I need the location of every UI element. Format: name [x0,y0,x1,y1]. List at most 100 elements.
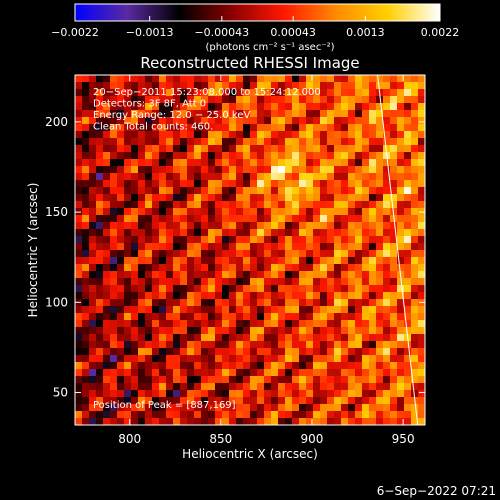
heatmap-cell [341,348,349,356]
heatmap-cell [110,138,118,146]
heatmap-cell [418,348,425,356]
heatmap-cell [404,117,412,125]
heatmap-cell [82,201,90,209]
heatmap-cell [82,236,90,244]
heatmap-cell [145,257,153,265]
heatmap-cell [285,257,293,265]
heatmap-cell [117,166,125,174]
heatmap-cell [145,201,153,209]
heatmap-cell [355,369,363,377]
heatmap-cell [264,348,272,356]
heatmap-cell [306,110,314,118]
heatmap-cell [166,173,174,181]
heatmap-cell [334,201,342,209]
heatmap-cell [418,152,425,160]
heatmap-cell [383,166,391,174]
heatmap-cell [292,278,300,286]
heatmap-cell [96,243,104,251]
heatmap-cell [320,236,328,244]
heatmap-cell [390,96,398,104]
heatmap-cell [82,117,90,125]
heatmap-cell [348,117,356,125]
heatmap-cell [355,201,363,209]
heatmap-cell [131,124,139,132]
heatmap-cell [75,285,83,293]
heatmap-cell [313,264,321,272]
heatmap-cell [411,103,419,111]
heatmap-cell [131,383,139,391]
heatmap-cell [166,124,174,132]
heatmap-cell [411,383,419,391]
heatmap-cell [103,110,111,118]
heatmap-cell [222,145,230,153]
heatmap-cell [334,376,342,384]
heatmap-cell [257,152,265,160]
heatmap-cell [313,82,321,90]
heatmap-cell [110,89,118,97]
heatmap-cell [334,215,342,223]
heatmap-cell [341,264,349,272]
heatmap-cell [362,355,370,363]
heatmap-cell [397,264,405,272]
heatmap-cell [348,278,356,286]
heatmap-cell [124,138,132,146]
heatmap-cell [75,201,83,209]
heatmap-cell [152,187,160,195]
heatmap-cell [194,124,202,132]
heatmap-cell [411,411,419,419]
heatmap-cell [82,264,90,272]
heatmap-cell [187,110,195,118]
heatmap-cell [110,327,118,335]
heatmap-cell [257,313,265,321]
heatmap-cell [89,201,97,209]
heatmap-cell [180,229,188,237]
heatmap-cell [187,313,195,321]
heatmap-cell [96,103,104,111]
heatmap-cell [327,313,335,321]
heatmap-cell [166,390,174,398]
heatmap-cell [110,383,118,391]
heatmap-cell [103,397,111,405]
heatmap-cell [110,306,118,314]
heatmap-cell [173,96,181,104]
heatmap-cell [103,341,111,349]
heatmap-cell [250,208,258,216]
heatmap-cell [96,306,104,314]
heatmap-cell [131,369,139,377]
heatmap-cell [250,152,258,160]
heatmap-cell [411,306,419,314]
heatmap-cell [243,166,251,174]
heatmap-cell [341,96,349,104]
heatmap-cell [117,418,125,425]
heatmap-cell [278,341,286,349]
heatmap-cell [236,250,244,258]
heatmap-cell [110,292,118,300]
heatmap-cell [327,215,335,223]
heatmap-cell [362,271,370,279]
heatmap-cell [348,229,356,237]
heatmap-cell [271,117,279,125]
heatmap-cell [369,201,377,209]
heatmap-cell [208,369,216,377]
heatmap-cell [236,166,244,174]
heatmap-cell [369,138,377,146]
heatmap-cell [131,306,139,314]
heatmap-cell [138,173,146,181]
heatmap-cell [166,236,174,244]
heatmap-cell [159,383,167,391]
heatmap-cell [138,418,146,425]
heatmap-cell [369,229,377,237]
heatmap-cell [257,96,265,104]
heatmap-cell [222,334,230,342]
heatmap-cell [194,180,202,188]
heatmap-cell [348,173,356,181]
heatmap-cell [264,89,272,97]
heatmap-cell [166,327,174,335]
heatmap-cell [222,250,230,258]
heatmap-cell [278,159,286,167]
heatmap-cell [222,299,230,307]
heatmap-cell [306,348,314,356]
heatmap-cell [75,383,83,391]
heatmap-cell [411,236,419,244]
heatmap-cell [299,89,307,97]
